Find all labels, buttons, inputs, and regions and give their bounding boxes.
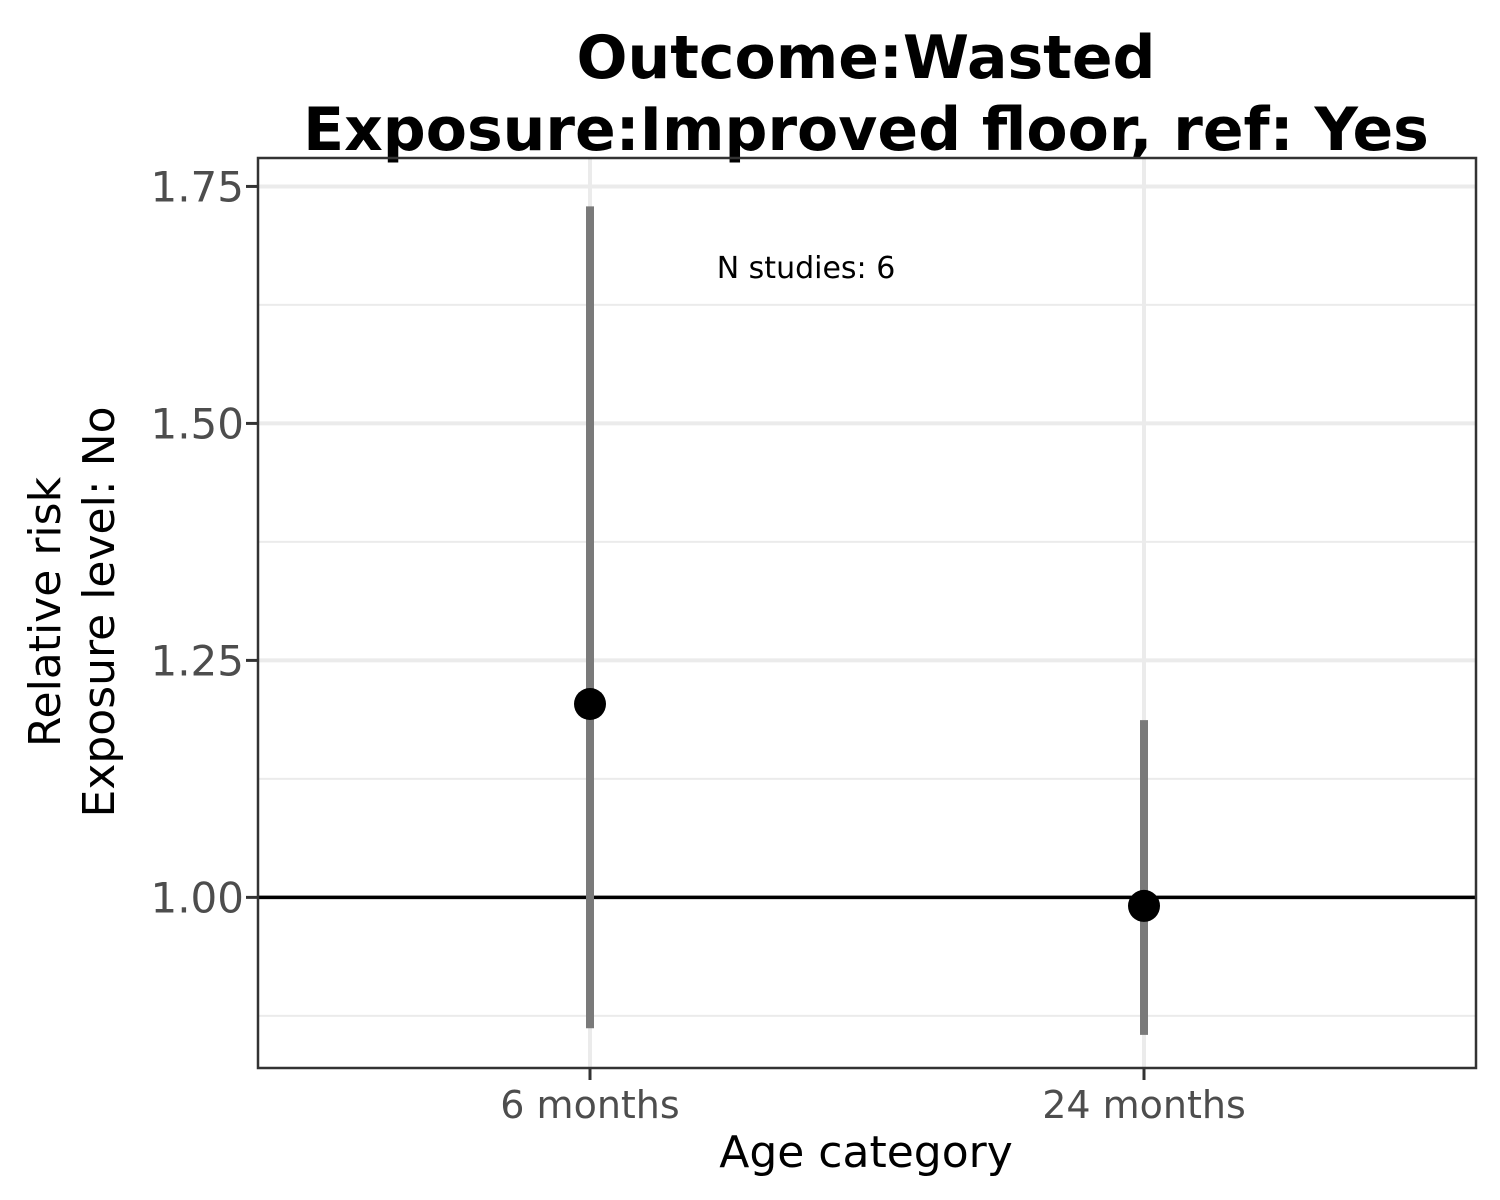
x-axis-title: Age category [719, 1127, 1013, 1178]
y-tick-label-3: 1.75 [150, 162, 244, 211]
annotation-group: N studies: 6 [717, 251, 896, 286]
point-1 [1128, 889, 1160, 922]
panel-border [256, 156, 1478, 1070]
chart-title-line-1: Outcome:Wasted [577, 23, 1156, 93]
axes: 1.00 1.25 1.50 1.75 6 months 24 months [150, 156, 1478, 1127]
x-tick-label-1: 24 months [1042, 1083, 1246, 1127]
y-tick-label-2: 1.50 [150, 399, 244, 448]
x-tick-label-0: 6 months [500, 1083, 679, 1127]
point-0 [574, 688, 606, 720]
error-bars [586, 206, 1148, 1035]
y-axis-title-line-2: Exposure level: No [74, 407, 125, 818]
n-studies-annotation: N studies: 6 [717, 251, 896, 286]
y-tick-label-0: 1.00 [150, 873, 244, 922]
y-axis-title-line-1: Relative risk [20, 476, 71, 747]
data-points [574, 688, 1160, 922]
y-tick-label-1: 1.25 [150, 636, 244, 685]
chart-title-line-2: Exposure:Improved floor, ref: Yes [303, 95, 1429, 165]
